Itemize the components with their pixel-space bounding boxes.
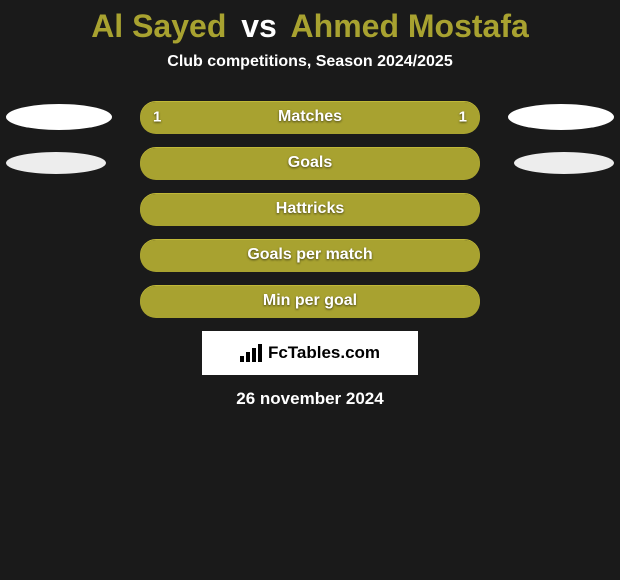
stat-bar-track: Min per goal xyxy=(140,285,480,317)
stat-label: Hattricks xyxy=(276,200,344,218)
stat-label: Min per goal xyxy=(263,292,357,310)
stat-bar-track: Goals xyxy=(140,147,480,179)
player1-name: Al Sayed xyxy=(91,8,226,44)
stat-row: Goals per match xyxy=(0,239,620,271)
stat-row: Matches 1 1 xyxy=(0,101,620,133)
stat-row: Goals xyxy=(0,147,620,179)
side-ellipse-left xyxy=(6,104,112,130)
comparison-chart: Matches 1 1 Goals Hattricks Goals per match Mi… xyxy=(0,101,620,317)
stat-row: Hattricks xyxy=(0,193,620,225)
comparison-title: Al Sayed vs Ahmed Mostafa xyxy=(0,0,620,45)
stat-bar-left-fill xyxy=(140,148,310,180)
side-ellipse-right xyxy=(508,104,614,130)
stat-bar-track: Goals per match xyxy=(140,239,480,271)
stat-label: Goals xyxy=(288,154,332,172)
stat-value-right: 1 xyxy=(459,109,467,126)
stat-label: Goals per match xyxy=(247,246,372,264)
stat-bar-track: Matches 1 1 xyxy=(140,101,480,133)
side-ellipse-left xyxy=(6,152,106,174)
fctables-logo-text: FcTables.com xyxy=(268,343,380,363)
stat-bar-right-fill xyxy=(310,148,480,180)
stat-label: Matches xyxy=(278,108,342,126)
bars-icon xyxy=(240,344,262,362)
footer-date: 26 november 2024 xyxy=(0,389,620,409)
side-ellipse-right xyxy=(514,152,614,174)
stat-row: Min per goal xyxy=(0,285,620,317)
stat-bar-track: Hattricks xyxy=(140,193,480,225)
vs-separator: vs xyxy=(241,8,277,44)
comparison-subtitle: Club competitions, Season 2024/2025 xyxy=(0,53,620,71)
stat-value-left: 1 xyxy=(153,109,161,126)
player2-name: Ahmed Mostafa xyxy=(291,8,529,44)
fctables-logo: FcTables.com xyxy=(202,331,418,375)
